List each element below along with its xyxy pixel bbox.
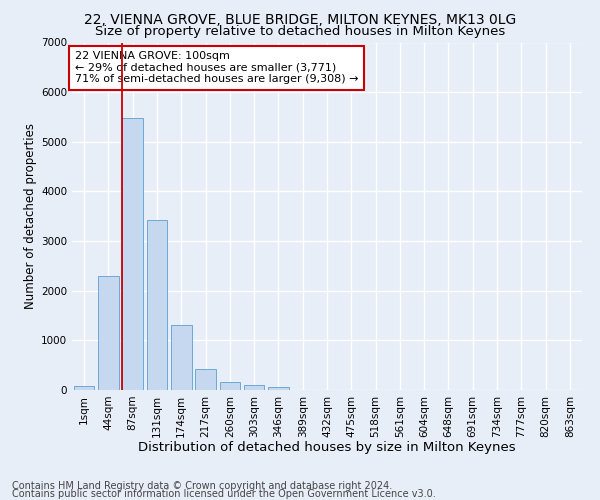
- Text: 22, VIENNA GROVE, BLUE BRIDGE, MILTON KEYNES, MK13 0LG: 22, VIENNA GROVE, BLUE BRIDGE, MILTON KE…: [84, 12, 516, 26]
- Bar: [122, 118, 143, 390]
- X-axis label: Distribution of detached houses by size in Milton Keynes: Distribution of detached houses by size …: [138, 441, 516, 454]
- Y-axis label: Number of detached properties: Number of detached properties: [24, 123, 37, 309]
- Bar: [195, 369, 216, 390]
- Bar: [171, 325, 191, 390]
- Bar: [74, 386, 94, 390]
- Bar: [146, 220, 167, 390]
- Bar: [98, 276, 119, 390]
- Text: Contains public sector information licensed under the Open Government Licence v3: Contains public sector information licen…: [12, 489, 436, 499]
- Bar: [220, 382, 240, 390]
- Bar: [268, 387, 289, 390]
- Text: 22 VIENNA GROVE: 100sqm
← 29% of detached houses are smaller (3,771)
71% of semi: 22 VIENNA GROVE: 100sqm ← 29% of detache…: [74, 51, 358, 84]
- Text: Contains HM Land Registry data © Crown copyright and database right 2024.: Contains HM Land Registry data © Crown c…: [12, 481, 392, 491]
- Text: Size of property relative to detached houses in Milton Keynes: Size of property relative to detached ho…: [95, 25, 505, 38]
- Bar: [244, 385, 265, 390]
